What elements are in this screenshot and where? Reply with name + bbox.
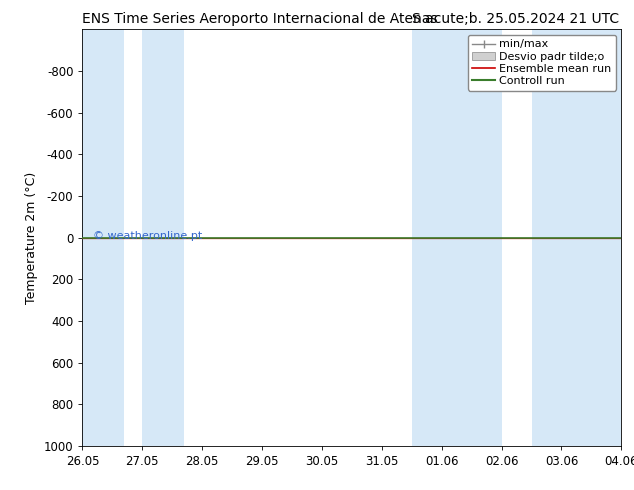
Legend: min/max, Desvio padr tilde;o, Ensemble mean run, Controll run: min/max, Desvio padr tilde;o, Ensemble m…: [468, 35, 616, 91]
Text: © weatheronline.pt: © weatheronline.pt: [93, 231, 202, 241]
Bar: [82, 29, 124, 446]
Text: ENS Time Series Aeroporto Internacional de Atenas: ENS Time Series Aeroporto Internacional …: [82, 12, 438, 26]
Bar: [411, 29, 501, 446]
Bar: [142, 29, 184, 446]
Y-axis label: Temperature 2m (°C): Temperature 2m (°C): [25, 172, 38, 304]
Text: S acute;b. 25.05.2024 21 UTC: S acute;b. 25.05.2024 21 UTC: [412, 12, 619, 26]
Bar: [531, 29, 621, 446]
